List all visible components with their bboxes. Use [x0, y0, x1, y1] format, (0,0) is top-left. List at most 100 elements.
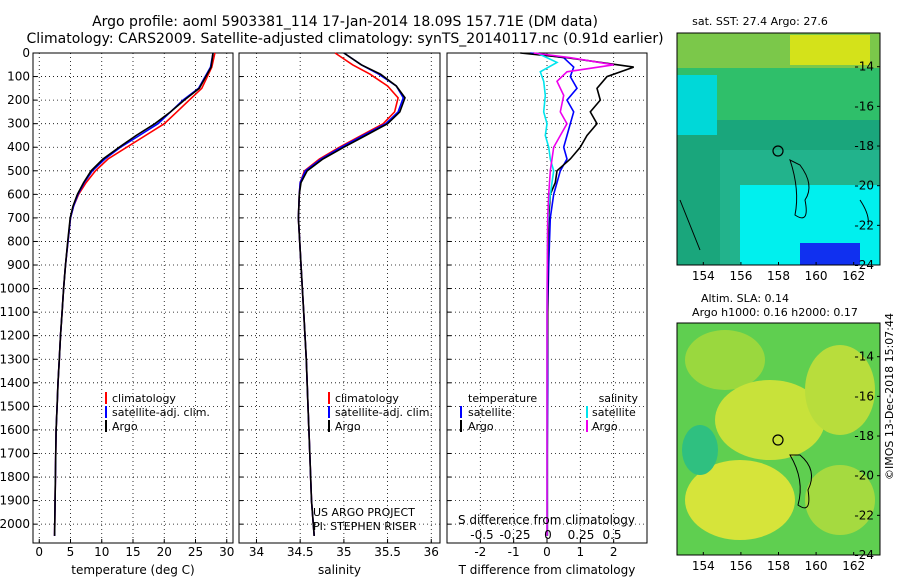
- legend-satellite: satellite-adj. clim.: [335, 406, 433, 419]
- depth-tick-label: 1500: [0, 399, 30, 413]
- sla-map-title-1: Altim. SLA: 0.14: [701, 292, 789, 305]
- sla-anomaly: [805, 465, 875, 535]
- x-tick-label: -1: [508, 545, 520, 559]
- depth-tick-label: 1400: [0, 376, 30, 390]
- depth-tick-label: 1100: [0, 305, 30, 319]
- depth-tick-label: 900: [7, 258, 30, 272]
- legend-climatology: climatology: [335, 392, 399, 405]
- depth-tick-label: 0: [22, 46, 30, 60]
- x-tick-label: 15: [125, 545, 140, 559]
- lat-tick-label: -20: [854, 469, 874, 483]
- legend-s-argo: Argo: [592, 420, 618, 433]
- x-axis-label: salinity: [318, 563, 361, 577]
- salinity-legend: climatology satellite-adj. clim. Argo: [328, 392, 433, 433]
- sst-bathymetry-contour: [679, 199, 869, 251]
- temperature-legend: climatology satellite-adj. clim. Argo: [105, 392, 210, 433]
- x-tick-label: 35.5: [374, 545, 401, 559]
- lat-tick-label: -20: [854, 179, 874, 193]
- s-tick: 0.25: [568, 528, 595, 542]
- depth-tick-label: 1300: [0, 352, 30, 366]
- legend-climatology: climatology: [112, 392, 176, 405]
- s-difference-ticks: -0.5 -0.25 0 0.25 0.5: [470, 528, 621, 542]
- depth-tick-label: 2000: [0, 517, 30, 531]
- x-tick-label: -2: [474, 545, 486, 559]
- x-axis-label: temperature (deg C): [71, 563, 194, 577]
- sla-map-title-2: Argo h1000: 0.16 h2000: 0.17: [692, 306, 858, 319]
- depth-tick-label: 100: [7, 70, 30, 84]
- x-tick-label: 1: [577, 545, 585, 559]
- title-line-2: Climatology: CARS2009. Satellite-adjuste…: [26, 31, 663, 47]
- x-tick-label: 34: [249, 545, 264, 559]
- sla-anomaly: [805, 345, 875, 435]
- x-tick-label: 34.5: [287, 545, 314, 559]
- sst-map-title: sat. SST: 27.4 Argo: 27.6: [692, 15, 828, 28]
- lat-tick-label: -16: [854, 99, 874, 113]
- x-tick-label: 20: [157, 545, 172, 559]
- sla-map: [676, 322, 881, 556]
- plot-frame: [238, 52, 441, 544]
- lat-tick-label: -24: [854, 258, 874, 272]
- legend-t-argo: Argo: [468, 420, 494, 433]
- argo-position-marker: [772, 145, 784, 157]
- legend-temperature-heading: temperature: [468, 392, 537, 405]
- difference-profile-plot: -2 -1 0 1 2 T difference from climatology: [446, 52, 648, 577]
- depth-tick-label: 1700: [0, 446, 30, 460]
- depth-tick-label: 1800: [0, 470, 30, 484]
- depth-tick-label: 200: [7, 93, 30, 107]
- depth-tick-label: 1000: [0, 282, 30, 296]
- s-tick: 0.5: [602, 528, 621, 542]
- legend-satellite: satellite-adj. clim.: [112, 406, 210, 419]
- legend-s-satellite: satellite: [592, 406, 636, 419]
- sla-anomaly: [715, 380, 825, 460]
- sst-warm-patch: [790, 35, 870, 65]
- temperature-profile-plot: 0 5 10 15 20 25 300100200300400500600700800900…: [0, 46, 234, 577]
- lat-tick-label: -16: [854, 389, 874, 403]
- legend-salinity-heading: salinity: [599, 392, 639, 405]
- sla-anomaly: [685, 460, 795, 540]
- lon-tick-label: 154: [692, 269, 715, 283]
- x-tick-label: 2: [610, 545, 618, 559]
- sla-bathymetry-contour: [789, 454, 813, 509]
- s-difference-label: S difference from climatology: [458, 513, 635, 527]
- x-tick-label: 30: [219, 545, 234, 559]
- lon-tick-label: 162: [842, 559, 865, 573]
- x-tick-label: 10: [94, 545, 109, 559]
- map-axes: -14 -16 -18 -20 -22 -24 154 156 158 160 162 -14 -16 -…: [692, 60, 880, 573]
- series-line-argo: [53, 52, 214, 536]
- legend-argo: Argo: [335, 420, 361, 433]
- sst-cold-patch: [800, 243, 860, 265]
- sla-anomaly: [685, 330, 765, 390]
- lon-tick-label: 160: [805, 269, 828, 283]
- lat-tick-label: -14: [854, 60, 874, 74]
- depth-tick-label: 300: [7, 117, 30, 131]
- lat-tick-label: -22: [854, 218, 874, 232]
- depth-tick-label: 1600: [0, 423, 30, 437]
- lon-tick-label: 156: [729, 269, 752, 283]
- credit-project: US ARGO PROJECT: [313, 506, 415, 519]
- sst-bathymetry-contour: [789, 159, 810, 219]
- imos-stamp: ©IMOS 13-Dec-2018 15:07:44: [883, 313, 896, 480]
- x-tick-label: 35: [336, 545, 351, 559]
- argo-position-marker: [772, 434, 784, 446]
- depth-tick-label: 400: [7, 140, 30, 154]
- title-line-1: Argo profile: aoml 5903381_114 17-Jan-20…: [92, 14, 598, 30]
- lon-tick-label: 162: [842, 269, 865, 283]
- x-tick-label: 25: [188, 545, 203, 559]
- s-tick: -0.25: [499, 528, 530, 542]
- legend-t-satellite: satellite: [468, 406, 512, 419]
- x-tick-label: 5: [67, 545, 75, 559]
- credit-pi: PI: STEPHEN RISER: [313, 520, 417, 533]
- lon-tick-label: 154: [692, 559, 715, 573]
- x-tick-label: 36: [424, 545, 439, 559]
- lat-tick-label: -24: [854, 548, 874, 562]
- lat-tick-label: -22: [854, 508, 874, 522]
- s-tick: 0: [544, 528, 552, 542]
- legend-argo: Argo: [112, 420, 138, 433]
- depth-tick-label: 1900: [0, 494, 30, 508]
- lat-tick-label: -14: [854, 350, 874, 364]
- sla-anomaly: [682, 425, 718, 475]
- lat-tick-label: -18: [854, 429, 874, 443]
- difference-legend: temperature satellite Argo salinity sate…: [460, 392, 639, 433]
- lon-tick-label: 158: [767, 559, 790, 573]
